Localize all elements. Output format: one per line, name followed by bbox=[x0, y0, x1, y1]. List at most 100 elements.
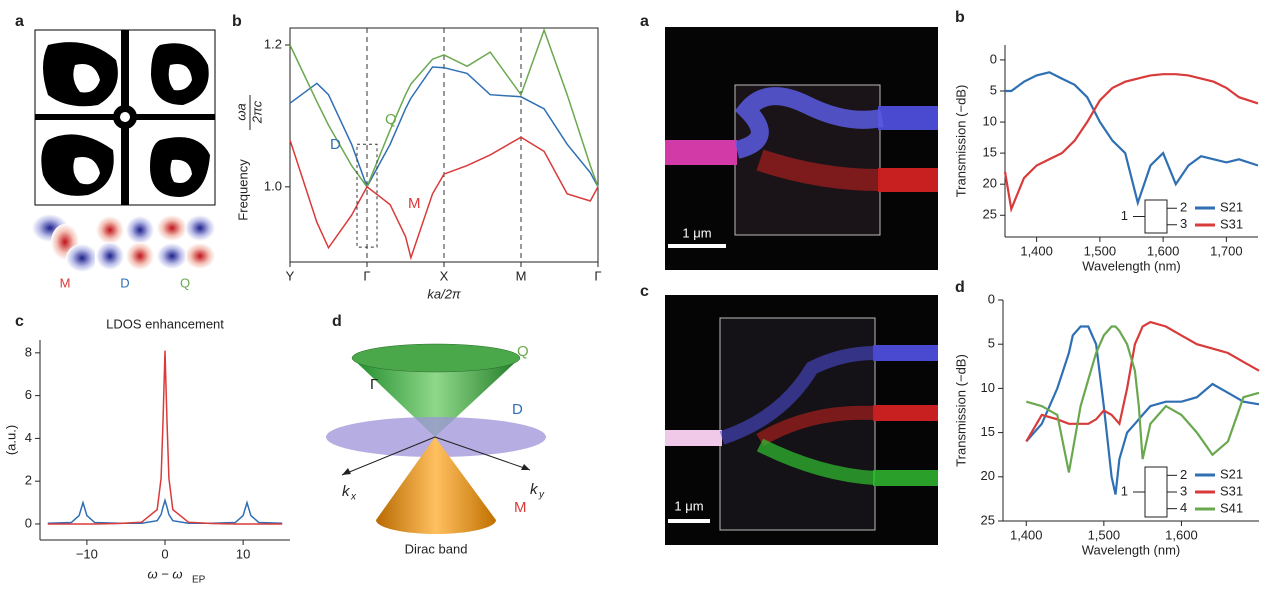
x-tick-label: 1,500 bbox=[1084, 243, 1117, 258]
panel-letter: b bbox=[232, 13, 242, 30]
panel-letter: c bbox=[640, 283, 649, 300]
y-tick-label: 0 bbox=[988, 291, 995, 306]
cone: d Q Γ D M k x k y Dirac band bbox=[326, 313, 546, 556]
panel-letter: d bbox=[332, 313, 342, 330]
cone-label: D bbox=[512, 401, 523, 418]
port-label: 2 bbox=[1180, 200, 1187, 215]
field-red bbox=[756, 405, 876, 447]
chart-title: LDOS enhancement bbox=[106, 316, 224, 331]
mode-lobe bbox=[185, 243, 215, 269]
panel-letter: d bbox=[955, 279, 965, 296]
y-tick-label: 0 bbox=[990, 51, 997, 66]
legend-label: S31 bbox=[1220, 216, 1243, 231]
x-tick-label: 1,500 bbox=[1088, 527, 1121, 542]
series-line bbox=[1025, 325, 1260, 473]
band-label: D bbox=[330, 136, 341, 153]
scale-label: 1 μm bbox=[674, 498, 703, 513]
micrograph-c: 1 μm c bbox=[640, 283, 938, 545]
y-tick-label: 15 bbox=[981, 424, 995, 439]
axis-label: k bbox=[342, 483, 351, 500]
y-tick-label: 25 bbox=[983, 207, 997, 222]
x-tick-label: 1,600 bbox=[1165, 527, 1198, 542]
panel-letter: b bbox=[955, 9, 965, 26]
series-line bbox=[1025, 320, 1260, 442]
legend-label: S21 bbox=[1220, 466, 1243, 481]
arrow-head bbox=[342, 468, 351, 475]
y-tick-label: 25 bbox=[981, 512, 995, 527]
y-tick-label: 6 bbox=[25, 387, 32, 402]
field-blue bbox=[719, 346, 876, 445]
pattern: a M D Q bbox=[15, 13, 216, 290]
mode-lobe bbox=[66, 244, 98, 272]
y-tick-label: 20 bbox=[981, 468, 995, 483]
mode-lobe bbox=[185, 215, 215, 241]
mode-label: Q bbox=[180, 275, 190, 290]
waveguide-in bbox=[665, 140, 737, 165]
x-label: ω − ω bbox=[147, 566, 182, 581]
y-tick-label: 10 bbox=[981, 380, 995, 395]
x-tick-label: 0 bbox=[161, 546, 168, 561]
panel-letter: c bbox=[15, 313, 24, 330]
kx-axis bbox=[341, 436, 436, 476]
mode-label: M bbox=[60, 275, 71, 290]
x-label: ka/2π bbox=[427, 286, 461, 301]
band-label: M bbox=[408, 195, 421, 212]
x-tick-label: 1,400 bbox=[1020, 243, 1053, 258]
series-line bbox=[1005, 71, 1259, 207]
panel-letter: a bbox=[15, 13, 24, 30]
x-tick-label: 1,700 bbox=[1210, 243, 1243, 258]
legend-label: S31 bbox=[1220, 483, 1243, 498]
y-label-num: ωa bbox=[233, 103, 248, 120]
y-label: (a.u.) bbox=[3, 425, 18, 455]
axis-label: k bbox=[530, 481, 539, 498]
arrow-head bbox=[521, 464, 530, 470]
y-label: Transmission (−dB) bbox=[953, 354, 968, 467]
x-label: Wavelength (nm) bbox=[1082, 542, 1181, 557]
x-tick-label: 1,600 bbox=[1147, 243, 1180, 258]
series-line bbox=[47, 497, 283, 525]
series-line bbox=[289, 66, 599, 189]
series-line bbox=[1025, 325, 1260, 495]
y-label: Transmission (−dB) bbox=[953, 85, 968, 198]
y-label: Frequency bbox=[235, 159, 250, 221]
y-tick-label: 1.0 bbox=[264, 178, 282, 193]
y-tick-label: 5 bbox=[988, 336, 995, 351]
zoom-box bbox=[356, 143, 378, 248]
scale-bar bbox=[668, 244, 726, 248]
x-tick-label: Γ bbox=[594, 268, 601, 283]
y-tick-label: 1.2 bbox=[264, 36, 282, 51]
mode-lobe bbox=[96, 216, 124, 244]
ky-axis bbox=[434, 436, 531, 471]
x-label-sub: EP bbox=[192, 575, 206, 586]
field-red bbox=[756, 149, 881, 191]
legend-label: S21 bbox=[1220, 199, 1243, 214]
series-line bbox=[289, 27, 599, 189]
x-tick-label: Γ bbox=[363, 268, 370, 283]
waveguide-out bbox=[878, 168, 938, 192]
y-tick-label: 4 bbox=[25, 430, 32, 445]
pattern-ring bbox=[120, 112, 130, 122]
legend-label: S41 bbox=[1220, 500, 1243, 515]
x-tick-label: M bbox=[516, 268, 527, 283]
mode-lobe bbox=[96, 242, 124, 270]
field-green bbox=[756, 438, 876, 485]
series-line bbox=[289, 136, 599, 261]
mode-lobe bbox=[126, 216, 154, 244]
waveguide-out bbox=[878, 106, 938, 130]
mode-lobe bbox=[126, 242, 154, 270]
cone-rim bbox=[351, 343, 521, 373]
x-tick-label: X bbox=[440, 268, 449, 283]
mode-lobe bbox=[157, 215, 187, 241]
waveguide-in bbox=[665, 430, 722, 446]
port-box bbox=[1144, 199, 1168, 234]
mode-label: D bbox=[120, 275, 129, 290]
y-tick-label: 8 bbox=[25, 344, 32, 359]
cone-label: M bbox=[514, 499, 527, 516]
axis-label-sub: x bbox=[350, 492, 357, 503]
x-tick-label: Y bbox=[286, 268, 295, 283]
y-tick-label: 0 bbox=[25, 515, 32, 530]
y-tick-label: 2 bbox=[25, 473, 32, 488]
scale-bar bbox=[668, 519, 710, 523]
cone-label: Q bbox=[517, 343, 529, 360]
